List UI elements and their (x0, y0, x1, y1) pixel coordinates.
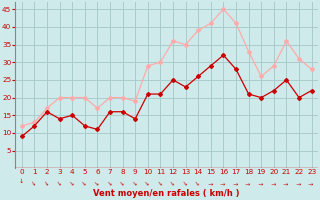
Text: ↓: ↓ (144, 179, 151, 187)
Text: ↓: ↓ (44, 179, 51, 187)
Text: ↓: ↓ (259, 179, 264, 185)
Text: ↓: ↓ (195, 179, 202, 187)
Text: ↓: ↓ (271, 179, 276, 185)
Text: ↓: ↓ (208, 179, 213, 185)
Text: ↓: ↓ (169, 179, 177, 187)
Text: ↓: ↓ (68, 179, 76, 187)
X-axis label: Vent moyen/en rafales ( km/h ): Vent moyen/en rafales ( km/h ) (93, 189, 240, 198)
Text: ↓: ↓ (132, 179, 139, 187)
Text: ↓: ↓ (81, 179, 88, 187)
Text: ↓: ↓ (19, 179, 24, 184)
Text: ↓: ↓ (119, 179, 126, 187)
Text: ↓: ↓ (284, 179, 289, 185)
Text: ↓: ↓ (246, 179, 251, 185)
Text: ↓: ↓ (221, 179, 226, 185)
Text: ↓: ↓ (157, 179, 164, 187)
Text: ↓: ↓ (297, 179, 301, 185)
Text: ↓: ↓ (309, 179, 314, 185)
Text: ↓: ↓ (56, 179, 63, 187)
Text: ↓: ↓ (106, 179, 114, 187)
Text: ↓: ↓ (94, 179, 101, 187)
Text: ↓: ↓ (182, 179, 189, 187)
Text: ↓: ↓ (31, 179, 38, 187)
Text: ↓: ↓ (234, 179, 238, 185)
